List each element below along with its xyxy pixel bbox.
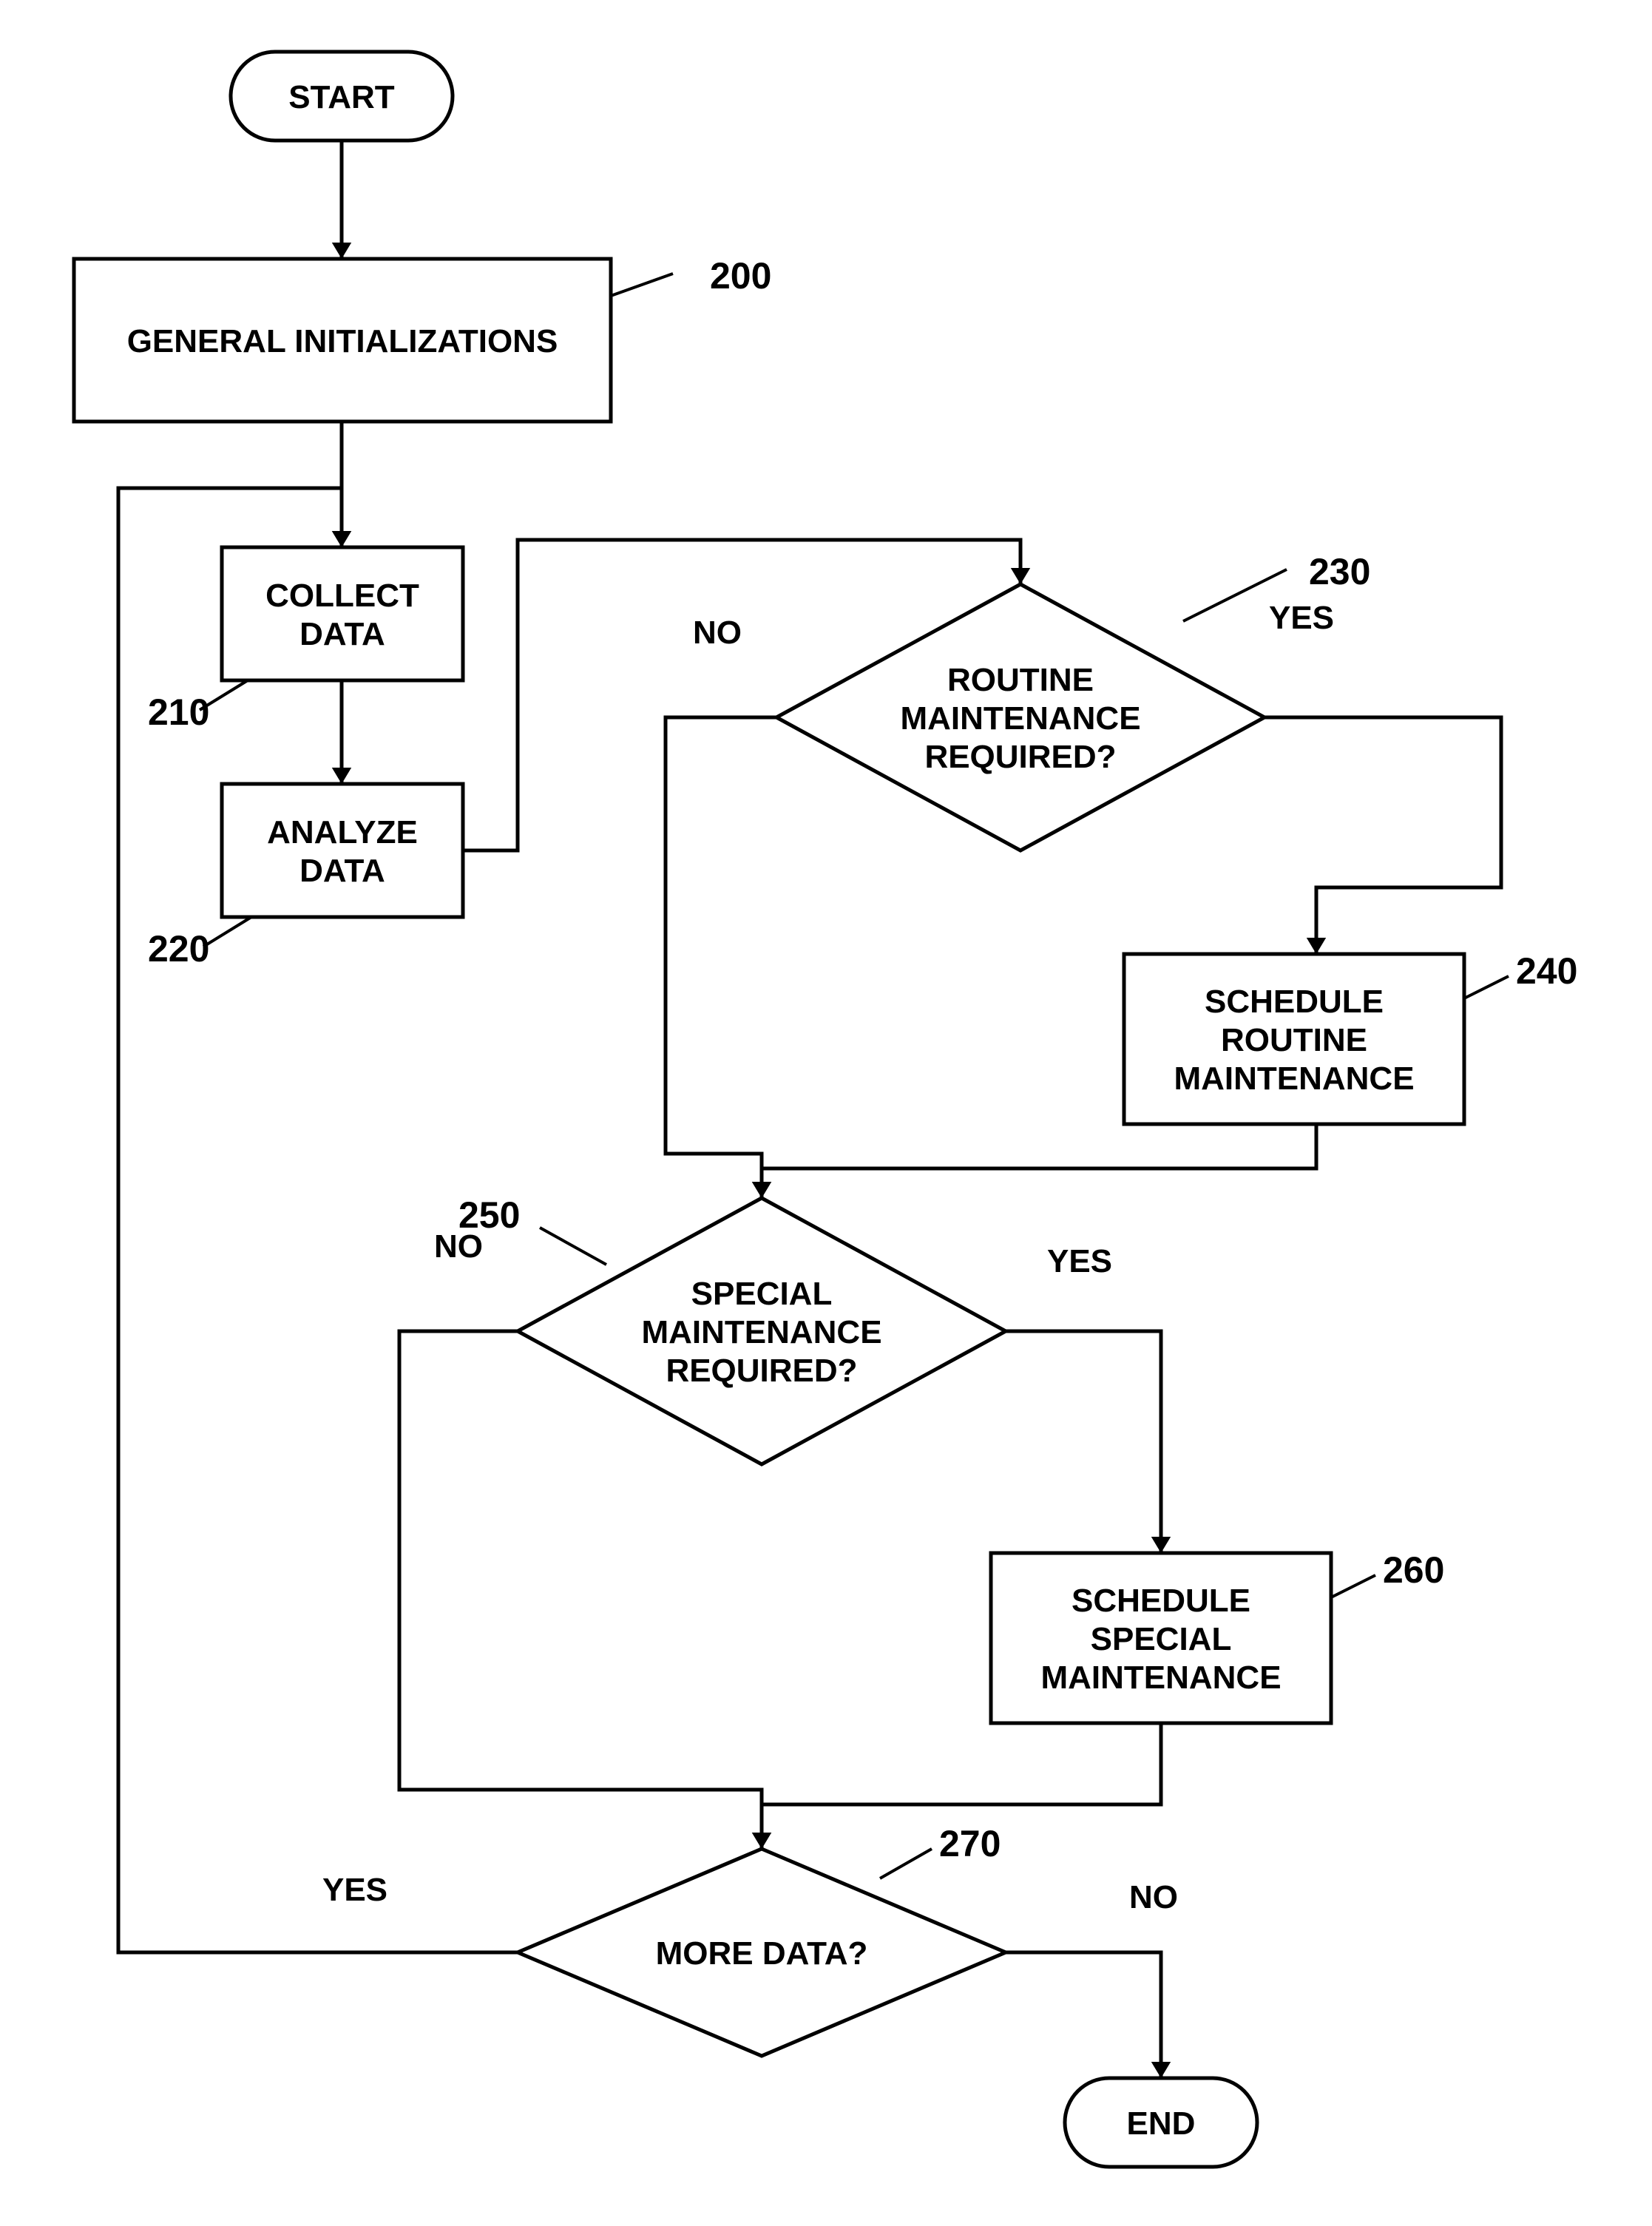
r270-ref: 270 — [939, 1823, 1001, 1864]
n230-label-line2: REQUIRED? — [924, 739, 1116, 775]
arrow-head — [1151, 1537, 1171, 1553]
arrow-head — [1307, 938, 1326, 954]
n210-label-line0: COLLECT — [265, 578, 419, 614]
n220-label-line0: ANALYZE — [267, 814, 418, 850]
n250-label-line0: SPECIAL — [691, 1276, 833, 1312]
edge — [1265, 717, 1501, 954]
n230-label-line1: MAINTENANCE — [900, 700, 1140, 737]
n270-label-line0: MORE DATA? — [656, 1935, 868, 1972]
r200-ref: 200 — [710, 255, 771, 297]
edge-label: YES — [322, 1872, 387, 1908]
n220-label-line1: DATA — [299, 853, 385, 889]
edge — [762, 1124, 1316, 1198]
arrow-head — [752, 1833, 771, 1849]
n210-label-line1: DATA — [299, 616, 385, 652]
r260-leader — [1331, 1575, 1375, 1597]
edge — [1006, 1952, 1161, 2078]
n230-label-line0: ROUTINE — [947, 662, 1094, 698]
n250-label-line1: MAINTENANCE — [641, 1314, 881, 1350]
n240-label-line1: ROUTINE — [1221, 1022, 1367, 1058]
arrow-head — [332, 531, 351, 547]
n260-label-line0: SCHEDULE — [1072, 1583, 1250, 1619]
flowchart-canvas: YESNOYESNOYESNO STARTGENERAL INITIALIZAT… — [0, 0, 1652, 2226]
n260-label-line2: MAINTENANCE — [1040, 1660, 1281, 1696]
edge-label: NO — [693, 615, 742, 651]
arrow-head — [332, 243, 351, 259]
r200-leader — [611, 274, 673, 296]
edge — [1006, 1331, 1161, 1553]
edge-label: NO — [1129, 1879, 1178, 1915]
n210-box — [222, 547, 463, 680]
r250-leader — [540, 1228, 606, 1265]
r240-ref: 240 — [1516, 950, 1577, 992]
arrow-head — [1011, 568, 1030, 584]
r220-leader — [203, 917, 251, 947]
edge-label: YES — [1047, 1243, 1112, 1279]
n200-label-line0: GENERAL INITIALIZATIONS — [127, 323, 558, 359]
r220-ref: 220 — [148, 928, 209, 970]
edge-label: YES — [1269, 600, 1334, 636]
start-label-line0: START — [288, 79, 395, 115]
arrow-head — [332, 768, 351, 784]
r270-leader — [880, 1849, 932, 1878]
arrow-head — [752, 1182, 771, 1198]
end-label-line0: END — [1127, 2105, 1196, 2142]
r210-ref: 210 — [148, 691, 209, 733]
r240-leader — [1464, 976, 1509, 998]
r250-ref: 250 — [458, 1194, 520, 1236]
n260-label-line1: SPECIAL — [1091, 1621, 1232, 1657]
n240-label-line0: SCHEDULE — [1205, 984, 1384, 1020]
n250-label-line2: REQUIRED? — [666, 1353, 857, 1389]
n220-box — [222, 784, 463, 917]
edge — [666, 717, 776, 1198]
arrow-head — [1151, 2062, 1171, 2078]
r260-ref: 260 — [1383, 1549, 1444, 1591]
r230-ref: 230 — [1309, 551, 1370, 592]
n240-label-line2: MAINTENANCE — [1174, 1060, 1414, 1097]
